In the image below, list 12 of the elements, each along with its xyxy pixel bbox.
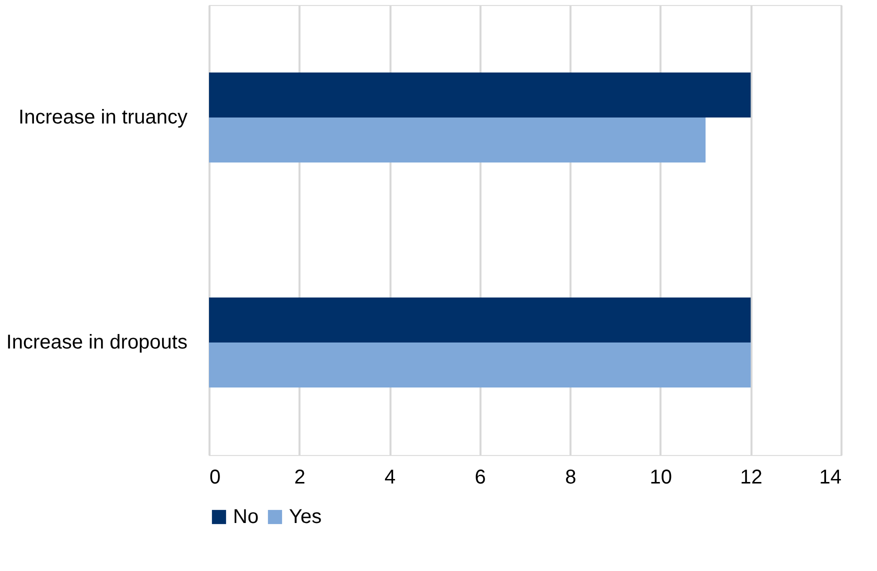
x-tick-label: 12 [740,466,762,488]
x-tick-label: 6 [474,466,486,488]
x-tick-label: 10 [650,466,672,488]
legend-label: Yes [289,506,322,528]
y-tick-label: Increase in dropouts [6,332,188,354]
x-tick-label: 4 [384,466,396,488]
x-tick-label: 14 [819,466,842,488]
x-tick-label: 2 [294,466,306,488]
x-tick-label: 8 [565,466,576,488]
x-tick-label: 0 [210,466,221,488]
y-tick-label: Increase in truancy [18,106,188,128]
legend-label: No [233,506,259,528]
